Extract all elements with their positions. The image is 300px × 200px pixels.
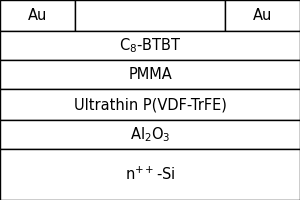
Bar [75, 0, 225, 31]
Bar [0, 89, 300, 120]
Bar [0, 149, 300, 200]
Text: Ultrathin P(VDF-TrFE): Ultrathin P(VDF-TrFE) [74, 97, 226, 112]
Text: Al$_2$O$_3$: Al$_2$O$_3$ [130, 125, 170, 144]
Text: Au: Au [253, 8, 272, 23]
Text: PMMA: PMMA [128, 67, 172, 82]
Text: Au: Au [28, 8, 47, 23]
Bar [0, 120, 300, 149]
Bar [0, 31, 300, 60]
Bar [0, 60, 300, 89]
Text: C$_8$-BTBT: C$_8$-BTBT [119, 36, 181, 55]
Text: n$^{++}$-Si: n$^{++}$-Si [125, 166, 175, 183]
Bar [225, 0, 300, 31]
Bar [0, 0, 75, 31]
